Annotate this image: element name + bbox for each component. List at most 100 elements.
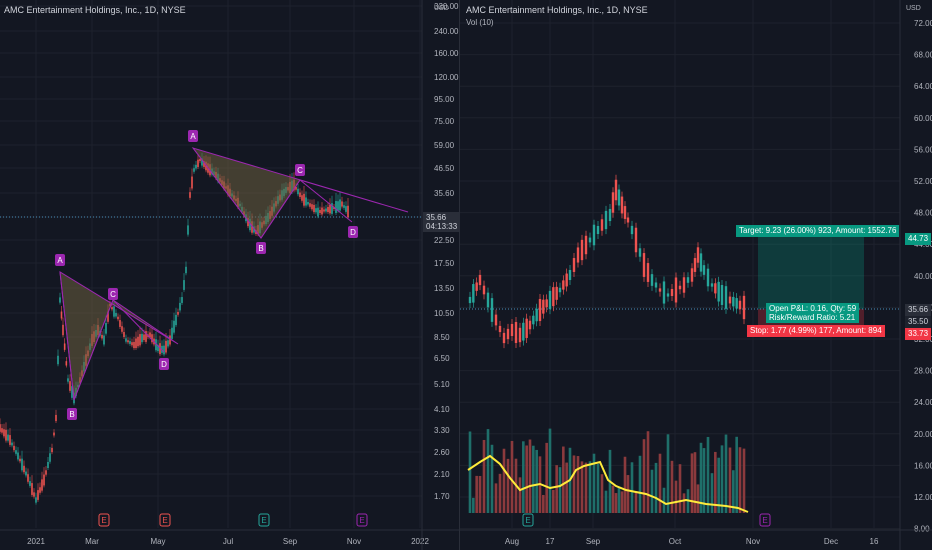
right-candle [620, 196, 624, 214]
left-candle [57, 355, 59, 365]
volume-bar [699, 442, 703, 513]
right-candle [584, 235, 588, 255]
left-candle [165, 340, 167, 353]
right-candle [502, 332, 506, 344]
volume-bar [693, 452, 697, 513]
right-candle [548, 290, 552, 310]
right-time-tick: 16 [870, 537, 879, 546]
right-candle [702, 265, 706, 275]
left-candle [111, 307, 113, 310]
left-price-tick: 320.00 [434, 2, 459, 11]
left-candle [297, 188, 299, 195]
right-candle [565, 273, 568, 287]
right-chart-canvas[interactable]: 72.0068.0064.0060.0056.0052.0048.0044.00… [460, 0, 932, 550]
left-time-tick: 2022 [411, 537, 429, 546]
right-price-tick: 12.00 [914, 493, 932, 502]
right-candle [724, 286, 728, 309]
left-event-marker [159, 513, 171, 527]
left-candle [129, 341, 131, 344]
volume-bar [592, 453, 596, 513]
volume-indicator-label: Vol (10) [466, 18, 494, 27]
right-candle [592, 224, 596, 246]
left-candle [117, 316, 119, 320]
right-candle [580, 239, 584, 261]
pattern2-label-b: B [258, 244, 263, 253]
right-candle [654, 282, 658, 288]
volume-bar [650, 469, 654, 513]
right-price-tick: 56.00 [914, 145, 932, 154]
volume-bar [642, 439, 646, 513]
volume-bar [614, 493, 618, 513]
left-candle [317, 207, 319, 217]
right-candle [732, 296, 735, 307]
volume-bar [634, 492, 638, 513]
left-candle [9, 435, 11, 445]
left-time-tick: 2021 [27, 537, 45, 546]
right-candle [666, 293, 670, 297]
right-chart-pane[interactable]: 72.0068.0064.0060.0056.0052.0048.0044.00… [460, 0, 932, 550]
right-candle [642, 253, 646, 277]
volume-bar [506, 458, 510, 513]
left-candle [173, 320, 175, 333]
right-candle [468, 296, 472, 304]
left-price-tick: 120.00 [434, 73, 459, 82]
right-event-marker [759, 513, 771, 527]
right-candle [588, 237, 592, 243]
right-candle [693, 258, 697, 272]
right-candle [696, 247, 700, 263]
volume-bar [475, 475, 478, 513]
left-candle [305, 197, 307, 206]
left-candle [7, 434, 9, 441]
right-candle [728, 296, 732, 304]
left-candle [145, 331, 147, 342]
volume-bar [710, 473, 714, 513]
left-candle [187, 225, 189, 235]
right-chart-title: AMC Entertainment Holdings, Inc., 1D, NY… [466, 5, 648, 15]
left-chart-canvas[interactable]: 320.00 240.00 160.00 120.00 95.00 75.00 59.00 4… [0, 0, 460, 550]
volume-bar [654, 462, 658, 513]
left-candle [33, 492, 35, 497]
left-candle [177, 311, 179, 315]
left-candle [341, 201, 343, 207]
left-chart-title: AMC Entertainment Holdings, Inc., 1D, NY… [4, 5, 186, 15]
volume-bar [522, 441, 525, 513]
left-candle [319, 210, 321, 213]
left-candle [29, 481, 31, 486]
volume-bar [702, 448, 706, 513]
right-time-tick: Nov [746, 537, 760, 546]
left-chart-pane[interactable]: 320.00 240.00 160.00 120.00 95.00 75.00 59.00 4… [0, 0, 460, 550]
left-price-tick: 3.30 [434, 426, 450, 435]
volume-bar [552, 489, 555, 513]
volume-bar [580, 461, 584, 513]
left-candle [149, 332, 151, 338]
right-candle [699, 253, 703, 272]
left-event-marker-label: E [162, 516, 167, 525]
volume-bar [535, 449, 538, 513]
left-candle [171, 327, 173, 339]
left-candle [197, 159, 199, 167]
volume-ma-line [467, 454, 749, 513]
left-price-tick: 46.50 [434, 164, 455, 173]
volume-bar [717, 457, 720, 513]
volume-bar [738, 447, 742, 513]
pattern1-label-c-bg [108, 288, 118, 300]
left-candle [51, 447, 53, 453]
left-candle [313, 204, 315, 213]
left-candle [329, 204, 331, 214]
right-candle [506, 328, 510, 340]
right-candle [486, 292, 490, 308]
left-candle [23, 465, 25, 473]
left-price-tick: 160.00 [434, 49, 459, 58]
pattern2-label-b-bg [256, 242, 266, 254]
right-candle [562, 280, 565, 290]
right-price-tick: 16.00 [914, 461, 932, 470]
left-candle [13, 445, 15, 451]
left-candle [181, 297, 183, 303]
left-candle [115, 313, 117, 317]
left-candle [301, 195, 303, 201]
volume-bar [611, 485, 615, 513]
right-candle [510, 323, 514, 337]
left-candle [311, 204, 313, 210]
right-price-tick: 40.00 [914, 272, 932, 281]
volume-bar [558, 467, 562, 513]
